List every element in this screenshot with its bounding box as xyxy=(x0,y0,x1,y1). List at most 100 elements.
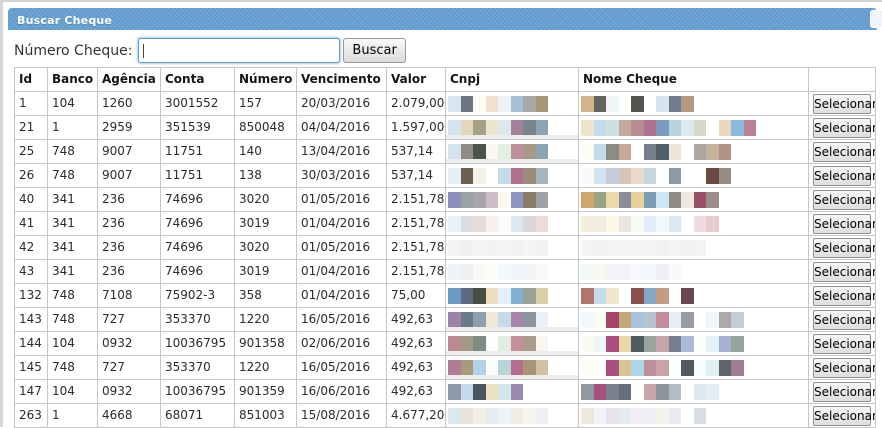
cell-valor: 492,63 xyxy=(386,355,446,380)
mosaic-block xyxy=(523,215,536,232)
mosaic-block xyxy=(606,167,619,184)
mosaic-block xyxy=(535,215,548,232)
mosaic-block xyxy=(498,311,511,328)
cell-id: 1 xyxy=(14,91,48,116)
selecionar-button[interactable]: Selecionar xyxy=(813,141,875,162)
cell-vencimento: 01/04/2016 xyxy=(296,211,387,236)
cell-cnpj-redacted xyxy=(445,139,579,164)
mosaic-block xyxy=(498,95,511,112)
mosaic-block xyxy=(606,263,619,280)
mosaic-block xyxy=(681,408,694,424)
cell-action: Selecionar xyxy=(808,139,876,164)
cell-valor: 75,00 xyxy=(386,283,446,308)
nome-redaction-mosaic xyxy=(581,191,808,208)
mosaic-block xyxy=(473,287,486,304)
mosaic-block xyxy=(448,95,461,112)
selecionar-button[interactable]: Selecionar xyxy=(813,261,875,282)
cell-id: 40 xyxy=(14,187,48,212)
mosaic-block xyxy=(523,287,536,304)
mosaic-block xyxy=(643,311,656,328)
mosaic-block xyxy=(706,215,719,232)
cell-cnpj-redacted xyxy=(445,355,579,380)
mosaic-block xyxy=(606,239,619,256)
close-button[interactable] xyxy=(870,10,882,28)
cell-nome-cheque-redacted xyxy=(578,379,809,404)
cell-cnpj-redacted xyxy=(445,115,579,140)
selecionar-button[interactable]: Selecionar xyxy=(813,237,875,258)
mosaic-block xyxy=(535,407,548,424)
window-edge-left xyxy=(0,0,3,427)
mosaic-block xyxy=(593,383,606,400)
cell-agencia: 4668 xyxy=(97,403,161,428)
mosaic-block xyxy=(606,335,619,352)
mosaic-block xyxy=(668,167,681,184)
table-row: 40 341 236 74696 3020 01/05/2016 2.151,7… xyxy=(14,187,876,212)
cnpj-redaction-mosaic xyxy=(448,311,578,328)
selecionar-button[interactable]: Selecionar xyxy=(813,165,875,186)
cell-nome-cheque-redacted xyxy=(578,331,809,356)
col-header-numero: Número xyxy=(234,67,297,92)
cell-vencimento: 15/08/2016 xyxy=(296,403,387,428)
mosaic-block xyxy=(656,383,669,400)
mosaic-block xyxy=(498,191,511,208)
mosaic-block xyxy=(581,191,594,208)
numero-cheque-input[interactable] xyxy=(138,38,341,63)
cell-banco: 1 xyxy=(47,403,98,428)
mosaic-block xyxy=(485,263,498,280)
mosaic-block xyxy=(631,384,644,400)
selecionar-button[interactable]: Selecionar xyxy=(813,117,875,138)
cell-numero: 3020 xyxy=(234,235,297,260)
mosaic-block xyxy=(581,383,594,400)
cell-conta: 351539 xyxy=(160,115,235,140)
mosaic-block xyxy=(618,383,631,400)
mosaic-block xyxy=(606,119,619,136)
mosaic-block xyxy=(606,359,619,376)
mosaic-block xyxy=(681,95,694,112)
mosaic-block xyxy=(523,191,536,208)
selecionar-button[interactable]: Selecionar xyxy=(813,309,875,330)
cell-numero: 358 xyxy=(234,283,297,308)
cell-conta: 68071 xyxy=(160,403,235,428)
cell-cnpj-redacted xyxy=(445,307,579,332)
mosaic-block xyxy=(618,263,631,280)
mosaic-block xyxy=(473,239,486,256)
mosaic-block xyxy=(681,311,694,328)
mosaic-block xyxy=(581,239,594,256)
mosaic-block xyxy=(631,144,644,160)
cell-nome-cheque-redacted xyxy=(578,187,809,212)
selecionar-button[interactable]: Selecionar xyxy=(813,381,875,402)
selecionar-button[interactable]: Selecionar xyxy=(813,357,875,378)
mosaic-block xyxy=(460,167,473,184)
mosaic-block xyxy=(643,383,656,400)
mosaic-block xyxy=(473,407,486,424)
mosaic-block xyxy=(593,287,606,304)
selecionar-button[interactable]: Selecionar xyxy=(813,405,875,426)
mosaic-block xyxy=(619,96,632,112)
selecionar-button[interactable]: Selecionar xyxy=(813,93,875,114)
selecionar-button[interactable]: Selecionar xyxy=(813,285,875,306)
mosaic-block xyxy=(510,143,523,160)
cell-valor: 2.151,78 xyxy=(386,187,446,212)
dialog-titlebar[interactable]: Buscar Cheque xyxy=(8,8,882,30)
mosaic-block xyxy=(706,383,719,400)
buscar-button[interactable]: Buscar xyxy=(343,38,406,63)
mosaic-block xyxy=(668,215,681,232)
selecionar-button[interactable]: Selecionar xyxy=(813,189,875,210)
cell-id: 25 xyxy=(14,139,48,164)
mosaic-block xyxy=(581,167,594,184)
mosaic-block xyxy=(681,144,694,160)
cell-banco: 104 xyxy=(47,331,98,356)
cell-numero: 140 xyxy=(234,139,297,164)
mosaic-block xyxy=(706,120,719,136)
mosaic-block xyxy=(593,95,606,112)
selecionar-button[interactable]: Selecionar xyxy=(813,333,875,354)
cell-vencimento: 02/06/2016 xyxy=(296,331,387,356)
selecionar-button[interactable]: Selecionar xyxy=(813,213,875,234)
cheques-table: Id Banco Agência Conta Número Vencimento… xyxy=(14,67,876,428)
cell-action: Selecionar xyxy=(808,163,876,188)
mosaic-block xyxy=(643,239,656,256)
mosaic-block xyxy=(535,143,548,160)
cell-nome-cheque-redacted xyxy=(578,307,809,332)
mosaic-block xyxy=(510,95,523,112)
cell-conta: 353370 xyxy=(160,355,235,380)
